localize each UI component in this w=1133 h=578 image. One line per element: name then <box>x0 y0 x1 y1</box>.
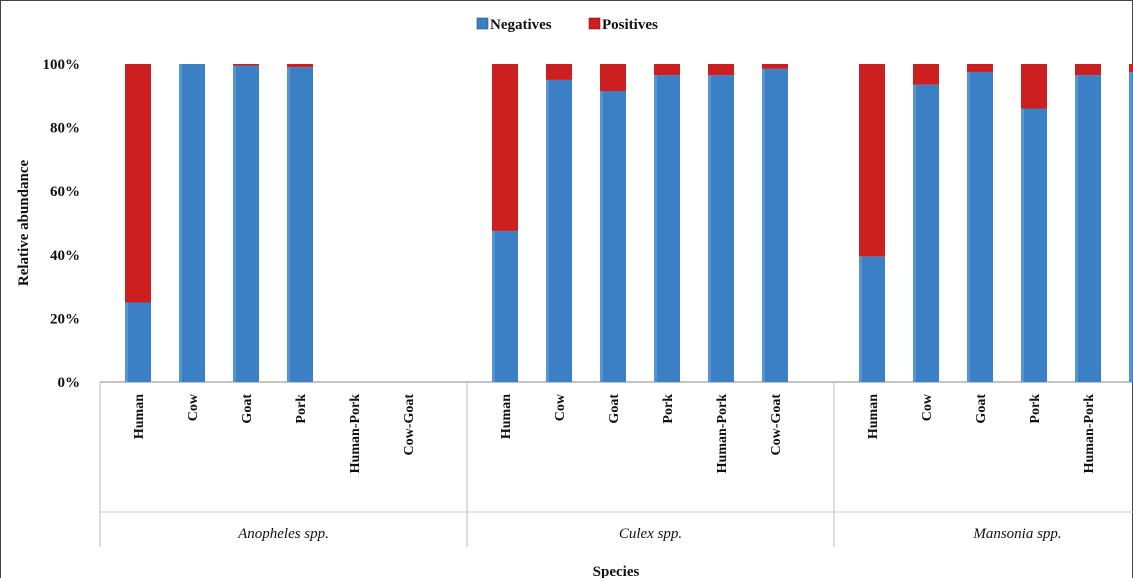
bar-positives <box>1075 64 1101 76</box>
bar-negatives <box>546 79 572 383</box>
bar-negatives <box>125 302 151 382</box>
bar-positives <box>1129 64 1133 72</box>
bar-positives <box>492 64 518 231</box>
category-label: Goat <box>607 394 622 424</box>
bar-negatives-highlight <box>1129 71 1132 382</box>
bar-negatives-highlight <box>708 75 711 382</box>
category-label: Cow-Goat <box>769 394 784 456</box>
bar-negatives-highlight <box>125 302 128 382</box>
bar-negatives <box>762 68 788 383</box>
bar-positives <box>1021 64 1047 109</box>
category-label: Human <box>866 394 881 439</box>
bar-negatives-highlight <box>1075 75 1078 382</box>
y-tick-label: 20% <box>50 311 80 327</box>
group-label: Mansonia spp. <box>972 526 1061 542</box>
bar-positives <box>967 64 993 72</box>
category-label: Goat <box>240 394 255 424</box>
bar-negatives-highlight <box>967 71 970 382</box>
bar-negatives <box>913 84 939 383</box>
bar-negatives-highlight <box>654 75 657 382</box>
bar-negatives <box>287 67 313 383</box>
bar-positives <box>654 64 680 76</box>
legend-label-positives: Positives <box>602 17 658 33</box>
bar-positives <box>233 64 259 66</box>
y-tick-label: 100% <box>43 57 81 73</box>
category-label: Human <box>499 394 514 439</box>
y-tick-label: 60% <box>50 184 80 200</box>
bar-positives <box>546 64 572 80</box>
y-tick-label: 0% <box>58 375 81 391</box>
bar-positives <box>913 64 939 85</box>
y-axis-title: Relative abundance <box>16 160 32 287</box>
group-label: Culex spp. <box>619 526 682 542</box>
category-label: Cow <box>553 393 568 421</box>
category-label: Pork <box>294 394 309 424</box>
legend-swatch-negatives <box>476 17 489 30</box>
bar-negatives <box>179 64 205 382</box>
category-label: Human <box>132 394 147 439</box>
group-label: Anopheles spp. <box>237 526 329 542</box>
bar-negatives-highlight <box>913 84 916 383</box>
bar-negatives-highlight <box>287 67 290 383</box>
bar-negatives-highlight <box>233 65 236 382</box>
y-tick-label: 80% <box>50 121 80 137</box>
category-label: Human-Pork <box>348 394 363 474</box>
bar-negatives-highlight <box>1021 108 1024 383</box>
bar-positives <box>708 64 734 76</box>
bar-negatives-highlight <box>492 230 495 382</box>
bar-positives <box>125 64 151 303</box>
legend-label-negatives: Negatives <box>490 17 552 33</box>
bar-positives <box>859 64 885 257</box>
category-label: Cow <box>920 393 935 421</box>
category-label: Goat <box>974 394 989 424</box>
x-axis-title: Species <box>593 564 640 578</box>
category-label: Pork <box>1028 394 1043 424</box>
bar-negatives <box>654 75 680 382</box>
bar-positives <box>762 64 788 69</box>
bar-negatives <box>967 71 993 382</box>
bar-negatives <box>1021 108 1047 383</box>
bar-negatives-highlight <box>179 64 182 382</box>
bar-negatives <box>859 256 885 382</box>
bar-negatives <box>600 91 626 382</box>
bar-positives <box>600 64 626 92</box>
bar-positives <box>287 64 313 68</box>
bar-negatives <box>708 75 734 382</box>
category-label: Cow <box>186 393 201 421</box>
legend-swatch-positives <box>588 17 601 30</box>
category-label: Human-Pork <box>715 394 730 474</box>
category-label: Cow-Goat <box>402 394 417 456</box>
bar-negatives-highlight <box>600 91 603 382</box>
bar-negatives <box>233 65 259 382</box>
category-label: Human-Pork <box>1082 394 1097 474</box>
bar-negatives-highlight <box>546 79 549 383</box>
category-label: Pork <box>661 394 676 424</box>
bar-negatives-highlight <box>762 68 765 383</box>
bar-negatives <box>1075 75 1101 382</box>
y-tick-label: 40% <box>50 248 80 264</box>
bar-negatives <box>492 230 518 382</box>
bar-negatives-highlight <box>859 256 862 382</box>
